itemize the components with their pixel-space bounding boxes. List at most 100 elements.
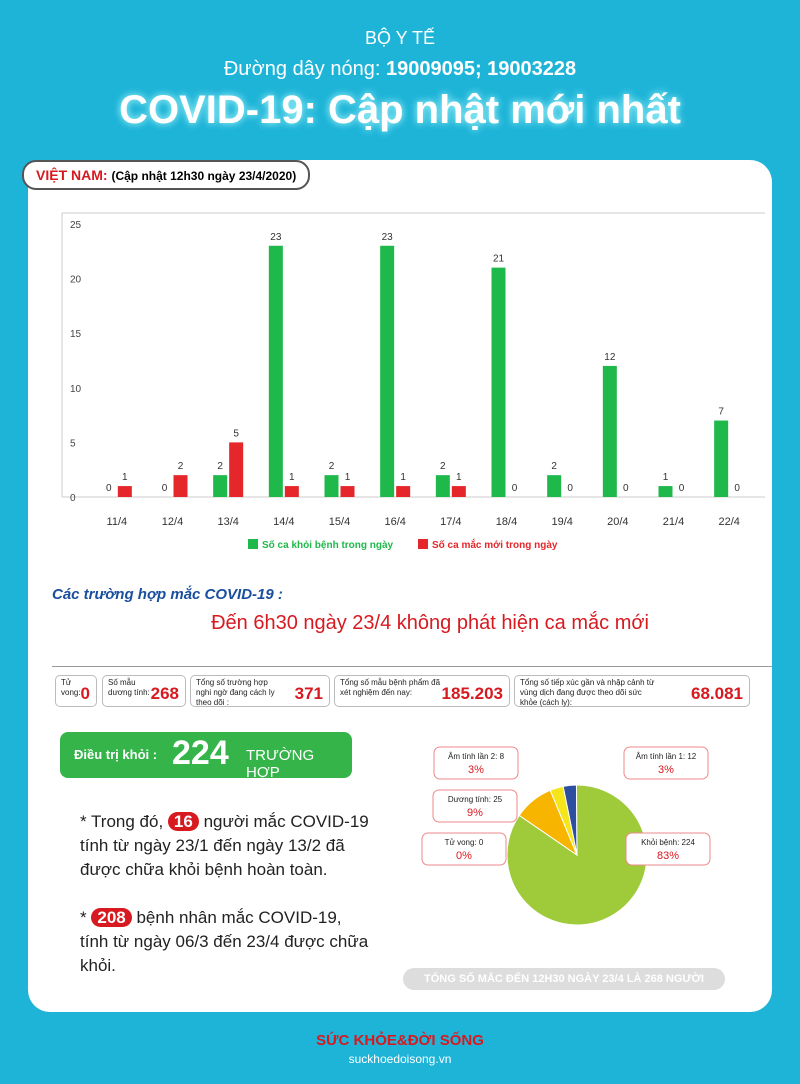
stat-label: Tổng số trường hợp nghi ngờ đang cách ly… [196, 678, 275, 707]
bar [173, 475, 188, 497]
data-label: 21 [493, 254, 505, 265]
bar [213, 475, 228, 497]
bar [658, 486, 673, 497]
x-tick-label: 16/4 [384, 516, 405, 528]
org: BỘ Y TẾ [364, 28, 436, 48]
bar [451, 486, 466, 497]
pie-value-label: 3% [468, 764, 484, 776]
x-tick-label: 15/4 [329, 516, 350, 528]
data-label: 0 [734, 483, 740, 494]
data-label: 23 [382, 232, 394, 243]
data-label: 0 [512, 483, 518, 494]
pie-label: Dương tính: 25 [448, 795, 503, 804]
stat-value: 68.081 [691, 684, 743, 703]
x-tick-label: 11/4 [107, 516, 128, 528]
x-tick-label: 14/4 [273, 516, 294, 528]
legend-label: Số ca khỏi bệnh trong ngày [262, 539, 394, 551]
stat-box: Tổng số tiếp xúc gần và nhập cảnh từ vùn… [514, 675, 750, 707]
stat-value: 268 [150, 684, 179, 703]
y-tick-label: 0 [70, 493, 76, 504]
recovered-unit: TRƯỜNG HỢP [246, 747, 315, 781]
x-tick-label: 12/4 [162, 516, 183, 528]
stat-label: Tổng số mẫu bệnh phẩm đã xét nghiệm đến … [340, 678, 441, 697]
pie-value-label: 9% [467, 807, 483, 819]
divider [52, 666, 772, 667]
cases-notice: Đến 6h30 ngày 23/4 không phát hiện ca mắ… [211, 612, 649, 634]
badge-country: VIỆT NAM: [36, 167, 108, 183]
data-label: 1 [400, 472, 406, 483]
bar [396, 486, 411, 497]
data-label: 1 [345, 472, 351, 483]
legend-swatch [248, 539, 258, 549]
hotline: Đường dây nóng: 19009095; 19003228 [0, 58, 800, 81]
bar [491, 267, 506, 497]
bar [284, 486, 299, 497]
pie-label-box [421, 832, 507, 866]
pie-chart: Âm tính lần 1: 12 3% Khỏi bệnh: 224 83% Tử v… [421, 746, 711, 926]
data-label: 1 [122, 472, 128, 483]
data-label: 2 [178, 461, 184, 472]
note: * Trong đó, 16 người mắc COVID-19 tính t… [80, 810, 370, 882]
badge: VIỆT NAM: (Cập nhật 12h30 ngày 23/4/2020… [22, 160, 311, 190]
bar [268, 245, 283, 497]
pie-label: Tử vong: 0 [445, 838, 484, 847]
stat-label: Tử vong: [61, 678, 81, 697]
bar [229, 442, 244, 497]
data-label: 0 [623, 483, 629, 494]
data-label: 1 [456, 472, 462, 483]
bar-chart: 051015202511/40112/40213/42514/423115/42… [61, 212, 765, 551]
data-label: 0 [679, 483, 685, 494]
bar [435, 475, 450, 497]
pie-label: Âm tính lần 2: 8 [448, 752, 505, 761]
bar [340, 486, 355, 497]
data-label: 7 [718, 407, 724, 418]
stat-box: Tử vong: 0 [55, 675, 97, 707]
pie-label: Âm tính lần 1: 12 [636, 752, 697, 761]
y-tick-label: 25 [70, 220, 82, 231]
hotline-label: Đường dây nóng: [223, 58, 381, 80]
note: * 208 bệnh nhân mắc COVID-19, tính từ ng… [80, 906, 370, 978]
data-label: 0 [567, 483, 573, 494]
x-tick-label: 22/4 [718, 516, 739, 528]
data-label: 1 [289, 472, 295, 483]
note-prefix: * [80, 908, 87, 927]
data-label: 5 [233, 428, 239, 439]
pie-value-label: 0% [456, 850, 472, 862]
badge-update: (Cập nhật 12h30 ngày 23/4/2020) [111, 169, 297, 183]
pie-label-box [625, 832, 711, 866]
bar [380, 245, 395, 497]
bar [547, 475, 562, 497]
stat-value: 0 [80, 684, 90, 703]
pie-label: Khỏi bệnh: 224 [641, 838, 695, 847]
note-text: bệnh nhân mắc COVID-19, tính từ ngày 06/… [80, 908, 369, 975]
panel [28, 160, 772, 1012]
stat-label: Số mẫu dương tính: [108, 678, 150, 697]
y-tick-label: 20 [70, 275, 82, 286]
stat-label: Tổng số tiếp xúc gần và nhập cảnh từ vùn… [520, 678, 655, 707]
stat-box: Tổng số trường hợp nghi ngờ đang cách ly… [190, 675, 330, 707]
recovered-label: Điều trị khỏi : [74, 747, 158, 762]
pie-value-label: 3% [658, 764, 674, 776]
x-tick-label: 18/4 [496, 516, 517, 528]
recovered-box: Điều trị khỏi : 224 TRƯỜNG HỢP [60, 732, 352, 781]
y-tick-label: 10 [70, 384, 82, 395]
stat-box: Số mẫu dương tính: 268 [102, 675, 186, 707]
bar [714, 420, 729, 497]
bar [602, 365, 617, 497]
pie-value-label: 83% [657, 850, 679, 862]
data-label: 2 [329, 461, 335, 472]
stat-value: 185.203 [441, 684, 503, 703]
pie-label-box [432, 789, 518, 823]
x-tick-label: 13/4 [217, 516, 238, 528]
data-label: 23 [270, 232, 282, 243]
y-tick-label: 15 [70, 329, 82, 340]
main-title: COVID-19: Cập nhật mới nhất [119, 88, 681, 132]
note-text: người mắc COVID-19 tính từ ngày 23/1 đến… [80, 812, 369, 879]
x-tick-label: 21/4 [663, 516, 684, 528]
data-label: 12 [604, 352, 616, 363]
pie-label-box [623, 746, 709, 780]
data-label: 0 [106, 483, 112, 494]
legend-label: Số ca mắc mới trong ngày [432, 538, 558, 551]
x-tick-label: 19/4 [551, 516, 572, 528]
bar [324, 475, 339, 497]
